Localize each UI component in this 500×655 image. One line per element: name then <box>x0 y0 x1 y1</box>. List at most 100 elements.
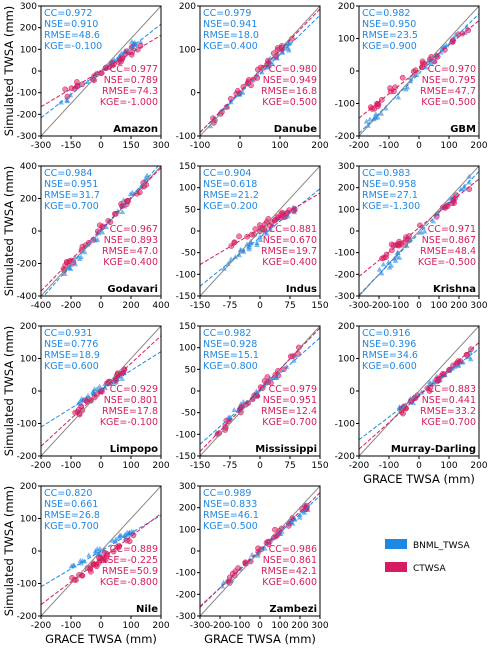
ctwsa-point <box>419 58 426 65</box>
ctwsa-point <box>465 27 472 34</box>
panel-zambezi: -300 -200 -100 0 100 200 300-300-200-100010020… <box>176 482 329 631</box>
bnml-stat-cc: CC=0.983 <box>362 168 410 179</box>
bnml-point <box>257 237 264 243</box>
y-tick-label: -200 <box>17 110 38 120</box>
y-tick-label: 0 <box>349 67 355 77</box>
ctwsa-stat-cc: CC=0.980 <box>269 64 317 75</box>
bnml-point <box>232 254 239 260</box>
bnml-stat-rmse: RMSE=26.8 <box>44 510 100 521</box>
bnml-point <box>81 249 88 255</box>
x-tick-label: -300 <box>31 141 52 151</box>
ctwsa-point <box>69 574 75 581</box>
bnml-point <box>76 255 83 261</box>
plot-area <box>359 166 479 296</box>
ctwsa-point <box>275 372 282 379</box>
ctwsa-point <box>433 213 440 220</box>
ctwsa-point <box>118 201 124 207</box>
one-to-one-line <box>359 326 479 456</box>
ctwsa-stat-kge: KGE=0.500 <box>421 97 476 108</box>
ctwsa-stat-cc: CC=0.881 <box>269 224 317 235</box>
y-tick-label: 50 <box>185 205 197 215</box>
bnml-stat-cc: CC=0.820 <box>44 488 92 499</box>
bnml-stat-kge: KGE=0.800 <box>203 361 258 372</box>
y-tick-label: 0 <box>190 547 196 557</box>
ctwsa-stat-kge: KGE=-1.000 <box>100 97 158 108</box>
x-tick-label: 0 <box>237 141 243 151</box>
x-tick-label: -100 <box>61 461 82 471</box>
y-tick-label: 200 <box>338 184 355 194</box>
bnml-fit-line <box>359 171 479 296</box>
ctwsa-stat-nse: NSE=0.795 <box>422 75 476 86</box>
x-tick-label: -100 <box>379 141 400 151</box>
bnml-point <box>428 60 434 66</box>
bnml-stat-rmse: RMSE=46.1 <box>203 510 259 521</box>
bnml-point <box>96 383 103 389</box>
panel-amazon: -300 -150 0 150 300 -300 -200 -100 0 100 200 300 CC=… <box>17 2 170 151</box>
bnml-point <box>386 264 393 270</box>
ctwsa-stat-nse: NSE=0.951 <box>263 395 317 406</box>
y-tick-label: -100 <box>17 580 38 590</box>
ctwsa-stat-nse: NSE=0.861 <box>263 555 317 566</box>
ctwsa-point <box>388 241 395 248</box>
y-tick-label: -200 <box>17 612 38 622</box>
bnml-stat-kge: KGE=0.200 <box>203 201 258 212</box>
x-tick-label: 300 <box>152 141 169 151</box>
ctwsa-fit-line <box>41 335 161 447</box>
bnml-point <box>113 536 119 542</box>
x-tick-label: 0 <box>416 301 422 311</box>
x-tick-label: 100 <box>440 141 457 151</box>
bnml-stat-nse: NSE=0.941 <box>203 19 257 30</box>
basin-name: Krishna <box>433 284 476 295</box>
bnml-fit-line <box>359 13 479 134</box>
ctwsa-point <box>210 119 217 126</box>
bnml-point <box>127 191 134 197</box>
bnml-stat-kge: KGE=-0.100 <box>44 41 102 52</box>
y-tick-label: 100 <box>179 184 196 194</box>
y-tick-label: -100 <box>335 100 356 110</box>
ctwsa-stat-nse: NSE=0.949 <box>263 75 317 86</box>
y-tick-label: 200 <box>20 482 37 492</box>
bnml-stat-nse: NSE=0.833 <box>203 499 257 510</box>
y-tick-label: 100 <box>179 525 196 535</box>
basin-name: GBM <box>450 124 476 135</box>
ctwsa-stat-rmse: RMSE=17.8 <box>102 406 158 417</box>
plot-area <box>359 326 479 456</box>
basin-name: Indus <box>286 284 317 295</box>
ctwsa-stat-rmse: RMSE=74.3 <box>102 86 158 97</box>
bnml-point <box>301 509 308 515</box>
ctwsa-stat-rmse: RMSE=12.4 <box>261 406 317 417</box>
bnml-stat-rmse: RMSE=18.0 <box>203 30 259 41</box>
x-tick-label: 100 <box>122 621 139 631</box>
x-tick-label: -300 <box>190 621 211 631</box>
ctwsa-point <box>449 38 456 45</box>
bnml-fit-line <box>200 337 320 445</box>
legend-swatch-1 <box>385 562 407 572</box>
y-tick-label: 100 <box>338 205 355 215</box>
x-tick-label: -100 <box>389 301 410 311</box>
bnml-stat-kge: KGE=0.700 <box>44 201 99 212</box>
x-tick-label: -400 <box>31 301 52 311</box>
plot-area <box>200 166 320 296</box>
ctwsa-stat-kge: KGE=0.500 <box>262 97 317 108</box>
y-tick-label: -150 <box>176 452 197 462</box>
x-tick-label: 100 <box>271 621 288 631</box>
bnml-point <box>421 228 428 234</box>
bnml-point <box>367 116 373 122</box>
ctwsa-stat-rmse: RMSE=50.9 <box>102 566 158 577</box>
x-tick-label: -200 <box>369 301 390 311</box>
y-tick-label: -100 <box>176 430 197 440</box>
bnml-stat-rmse: RMSE=31.7 <box>44 190 100 201</box>
y-tick-label: 100 <box>338 35 355 45</box>
y-tick-label: -100 <box>176 132 197 142</box>
ctwsa-fit-line <box>359 178 479 277</box>
y-tick-label: -150 <box>176 292 197 302</box>
bnml-stat-nse: NSE=0.928 <box>203 339 257 350</box>
bnml-point <box>119 209 126 215</box>
ctwsa-stat-rmse: RMSE=19.7 <box>261 246 317 257</box>
plot-area <box>41 486 161 616</box>
y-tick-label: 200 <box>179 2 196 12</box>
ctwsa-stat-rmse: RMSE=47.0 <box>102 246 158 257</box>
x-tick-label: -150 <box>190 301 211 311</box>
bnml-point <box>418 229 425 235</box>
